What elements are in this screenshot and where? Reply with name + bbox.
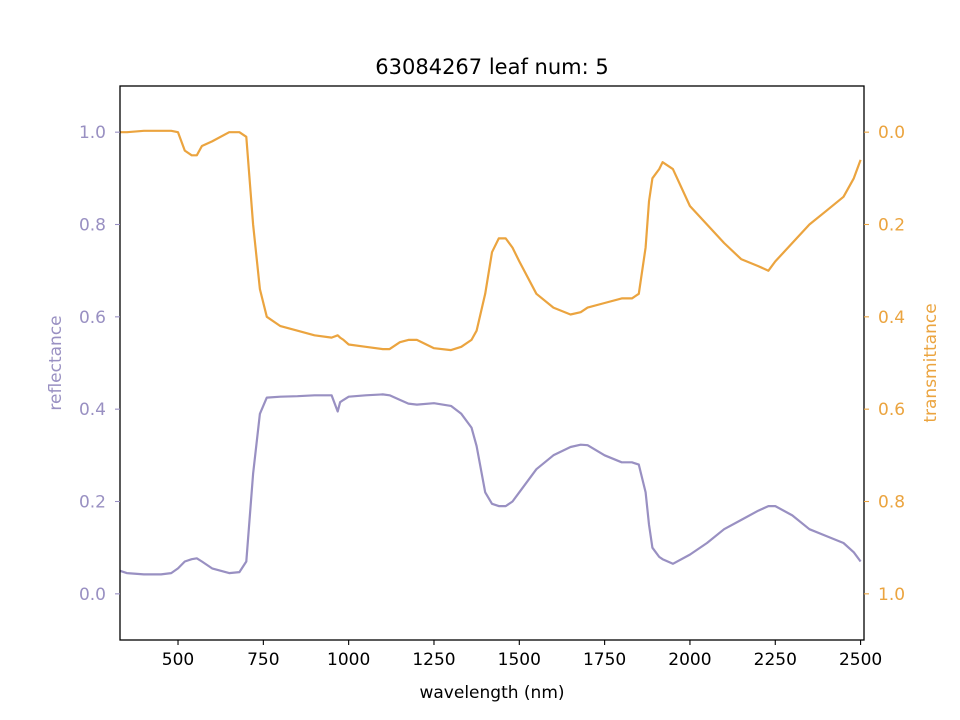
left-tick-label: 0.6	[79, 308, 106, 328]
left-y-axis: 0.0 0.2 0.4 0.6 0.8 1.0	[79, 123, 120, 605]
right-tick-label: 0.6	[878, 400, 905, 420]
right-y-axis: 0.0 0.2 0.4 0.6 0.8 1.0	[864, 123, 905, 605]
left-tick-label: 0.2	[79, 493, 106, 513]
x-axis: 500 750 1000 1250 1500 1750 2000 2250 2500	[162, 640, 882, 670]
chart-title: 63084267 leaf num: 5	[375, 55, 608, 79]
series-line-right-1	[120, 129, 862, 352]
x-tick-label: 1750	[583, 650, 626, 670]
right-tick-label: 0.8	[878, 493, 905, 513]
x-tick-label: 1500	[498, 650, 541, 670]
right-axis-label: transmittance	[921, 303, 941, 422]
x-axis-label: wavelength (nm)	[419, 683, 564, 703]
right-tick-label: 0.2	[878, 216, 905, 236]
x-tick-label: 1250	[412, 650, 455, 670]
left-axis-label: reflectance	[46, 315, 66, 410]
left-tick-label: 1.0	[79, 123, 106, 143]
left-tick-label: 0.4	[79, 400, 106, 420]
x-tick-label: 750	[247, 650, 279, 670]
right-tick-label: 1.0	[878, 585, 905, 605]
right-tick-label: 0.0	[878, 123, 905, 143]
x-tick-label: 2250	[754, 650, 797, 670]
right-tick-label: 0.4	[878, 308, 905, 328]
x-tick-label: 500	[162, 650, 194, 670]
x-tick-label: 2500	[839, 650, 882, 670]
series-layer	[119, 129, 862, 576]
x-tick-label: 2000	[668, 650, 711, 670]
plot-frame	[119, 85, 865, 641]
left-tick-label: 0.8	[79, 216, 106, 236]
x-tick-label: 1000	[327, 650, 370, 670]
series-line-left-0	[119, 393, 862, 576]
left-tick-label: 0.0	[79, 585, 106, 605]
